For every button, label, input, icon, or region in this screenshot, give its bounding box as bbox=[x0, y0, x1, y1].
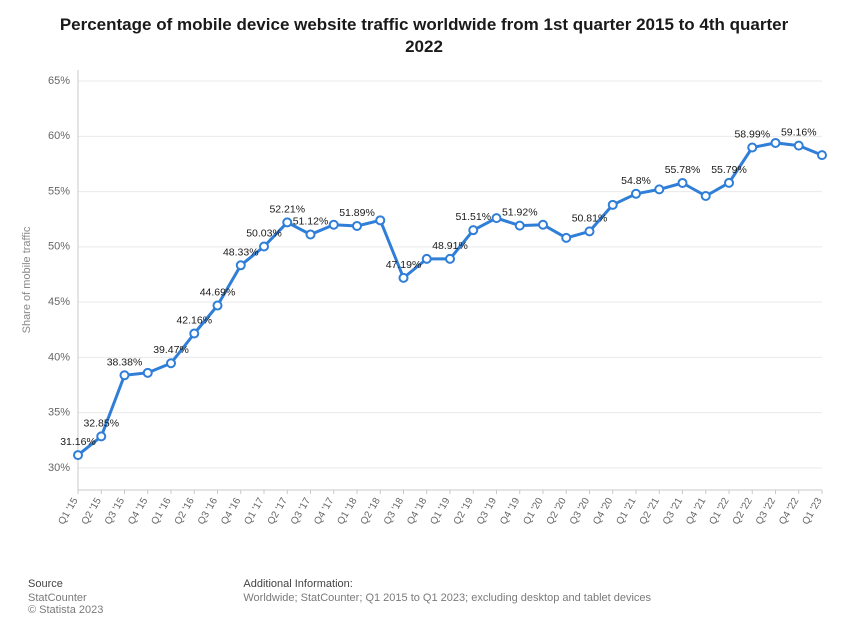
svg-text:Q2 '18: Q2 '18 bbox=[359, 496, 383, 527]
svg-text:50.81%: 50.81% bbox=[572, 212, 608, 224]
svg-text:40%: 40% bbox=[48, 351, 70, 363]
svg-text:38.38%: 38.38% bbox=[107, 356, 143, 368]
svg-text:Q4 '17: Q4 '17 bbox=[312, 496, 336, 527]
source-heading: Source bbox=[28, 578, 103, 590]
svg-text:Q4 '18: Q4 '18 bbox=[405, 496, 429, 527]
svg-text:Q1 '19: Q1 '19 bbox=[428, 496, 452, 527]
svg-text:Q2 '20: Q2 '20 bbox=[545, 496, 569, 527]
svg-text:51.12%: 51.12% bbox=[293, 215, 329, 227]
svg-text:Q1 '17: Q1 '17 bbox=[242, 496, 266, 527]
svg-text:Q2 '15: Q2 '15 bbox=[80, 496, 104, 527]
chart-footer: Source StatCounter © Statista 2023 Addit… bbox=[28, 578, 820, 616]
svg-text:Q4 '19: Q4 '19 bbox=[498, 496, 522, 527]
svg-text:48.33%: 48.33% bbox=[223, 246, 259, 258]
svg-text:Q3 '19: Q3 '19 bbox=[475, 496, 499, 527]
svg-text:51.89%: 51.89% bbox=[339, 207, 375, 219]
svg-text:Q1 '20: Q1 '20 bbox=[521, 496, 545, 527]
svg-text:Q1 '18: Q1 '18 bbox=[335, 496, 359, 527]
svg-text:55.78%: 55.78% bbox=[665, 164, 701, 176]
svg-text:45%: 45% bbox=[48, 296, 70, 308]
svg-text:51.92%: 51.92% bbox=[502, 207, 538, 219]
svg-text:Q3 '15: Q3 '15 bbox=[103, 496, 127, 527]
svg-text:54.8%: 54.8% bbox=[621, 175, 651, 187]
svg-text:32.85%: 32.85% bbox=[83, 417, 119, 429]
svg-text:Q4 '22: Q4 '22 bbox=[777, 496, 801, 527]
svg-text:Q2 '16: Q2 '16 bbox=[173, 496, 197, 527]
svg-text:59.16%: 59.16% bbox=[781, 127, 817, 139]
svg-text:Q1 '23: Q1 '23 bbox=[800, 496, 824, 527]
svg-text:Q1 '15: Q1 '15 bbox=[56, 496, 80, 527]
chart-container: { "title": "Percentage of mobile device … bbox=[0, 0, 848, 630]
svg-text:Q2 '19: Q2 '19 bbox=[452, 496, 476, 527]
svg-text:Q2 '21: Q2 '21 bbox=[638, 496, 662, 527]
svg-text:Q4 '16: Q4 '16 bbox=[219, 496, 243, 527]
svg-text:58.99%: 58.99% bbox=[734, 128, 770, 140]
source-value-2: © Statista 2023 bbox=[28, 604, 103, 616]
additional-info-heading: Additional Information: bbox=[243, 578, 651, 590]
svg-text:50%: 50% bbox=[48, 241, 70, 253]
source-block: Source StatCounter © Statista 2023 bbox=[28, 578, 103, 616]
svg-text:Q3 '17: Q3 '17 bbox=[289, 496, 313, 527]
svg-text:52.21%: 52.21% bbox=[269, 203, 305, 215]
svg-text:Share of mobile traffic: Share of mobile traffic bbox=[21, 226, 33, 333]
svg-text:30%: 30% bbox=[48, 462, 70, 474]
svg-text:39.47%: 39.47% bbox=[153, 344, 189, 356]
svg-text:Q3 '22: Q3 '22 bbox=[754, 496, 778, 527]
svg-text:Q4 '15: Q4 '15 bbox=[126, 496, 150, 527]
svg-text:Q3 '18: Q3 '18 bbox=[382, 496, 406, 527]
svg-text:Q2 '22: Q2 '22 bbox=[731, 496, 755, 527]
chart-plot: 30% 35% 40% 45% 50% 55% 60% 65% Share of mobile … bbox=[0, 0, 848, 550]
additional-info-block: Additional Information: Worldwide; StatC… bbox=[243, 578, 651, 616]
svg-text:55%: 55% bbox=[48, 185, 70, 197]
svg-text:Q1 '21: Q1 '21 bbox=[614, 496, 638, 527]
svg-text:Q3 '16: Q3 '16 bbox=[196, 496, 220, 527]
svg-text:35%: 35% bbox=[48, 407, 70, 419]
svg-text:65%: 65% bbox=[48, 75, 70, 87]
svg-text:Q1 '22: Q1 '22 bbox=[707, 496, 731, 527]
svg-text:48.91%: 48.91% bbox=[432, 240, 468, 252]
svg-text:44.69%: 44.69% bbox=[200, 287, 236, 299]
svg-text:55.79%: 55.79% bbox=[711, 164, 747, 176]
svg-text:51.51%: 51.51% bbox=[455, 211, 491, 223]
svg-text:60%: 60% bbox=[48, 130, 70, 142]
svg-text:Q2 '17: Q2 '17 bbox=[266, 496, 290, 527]
svg-text:Q4 '20: Q4 '20 bbox=[591, 496, 615, 527]
svg-text:47.19%: 47.19% bbox=[386, 259, 422, 271]
svg-text:42.16%: 42.16% bbox=[176, 314, 212, 326]
svg-text:Q3 '21: Q3 '21 bbox=[661, 496, 685, 527]
svg-text:Q1 '16: Q1 '16 bbox=[149, 496, 173, 527]
additional-info-value: Worldwide; StatCounter; Q1 2015 to Q1 20… bbox=[243, 592, 651, 604]
svg-text:31.16%: 31.16% bbox=[60, 436, 96, 448]
svg-text:Q4 '21: Q4 '21 bbox=[684, 496, 708, 527]
source-value-1: StatCounter bbox=[28, 592, 103, 604]
svg-text:Q3 '20: Q3 '20 bbox=[568, 496, 592, 527]
svg-text:50.03%: 50.03% bbox=[246, 228, 282, 240]
